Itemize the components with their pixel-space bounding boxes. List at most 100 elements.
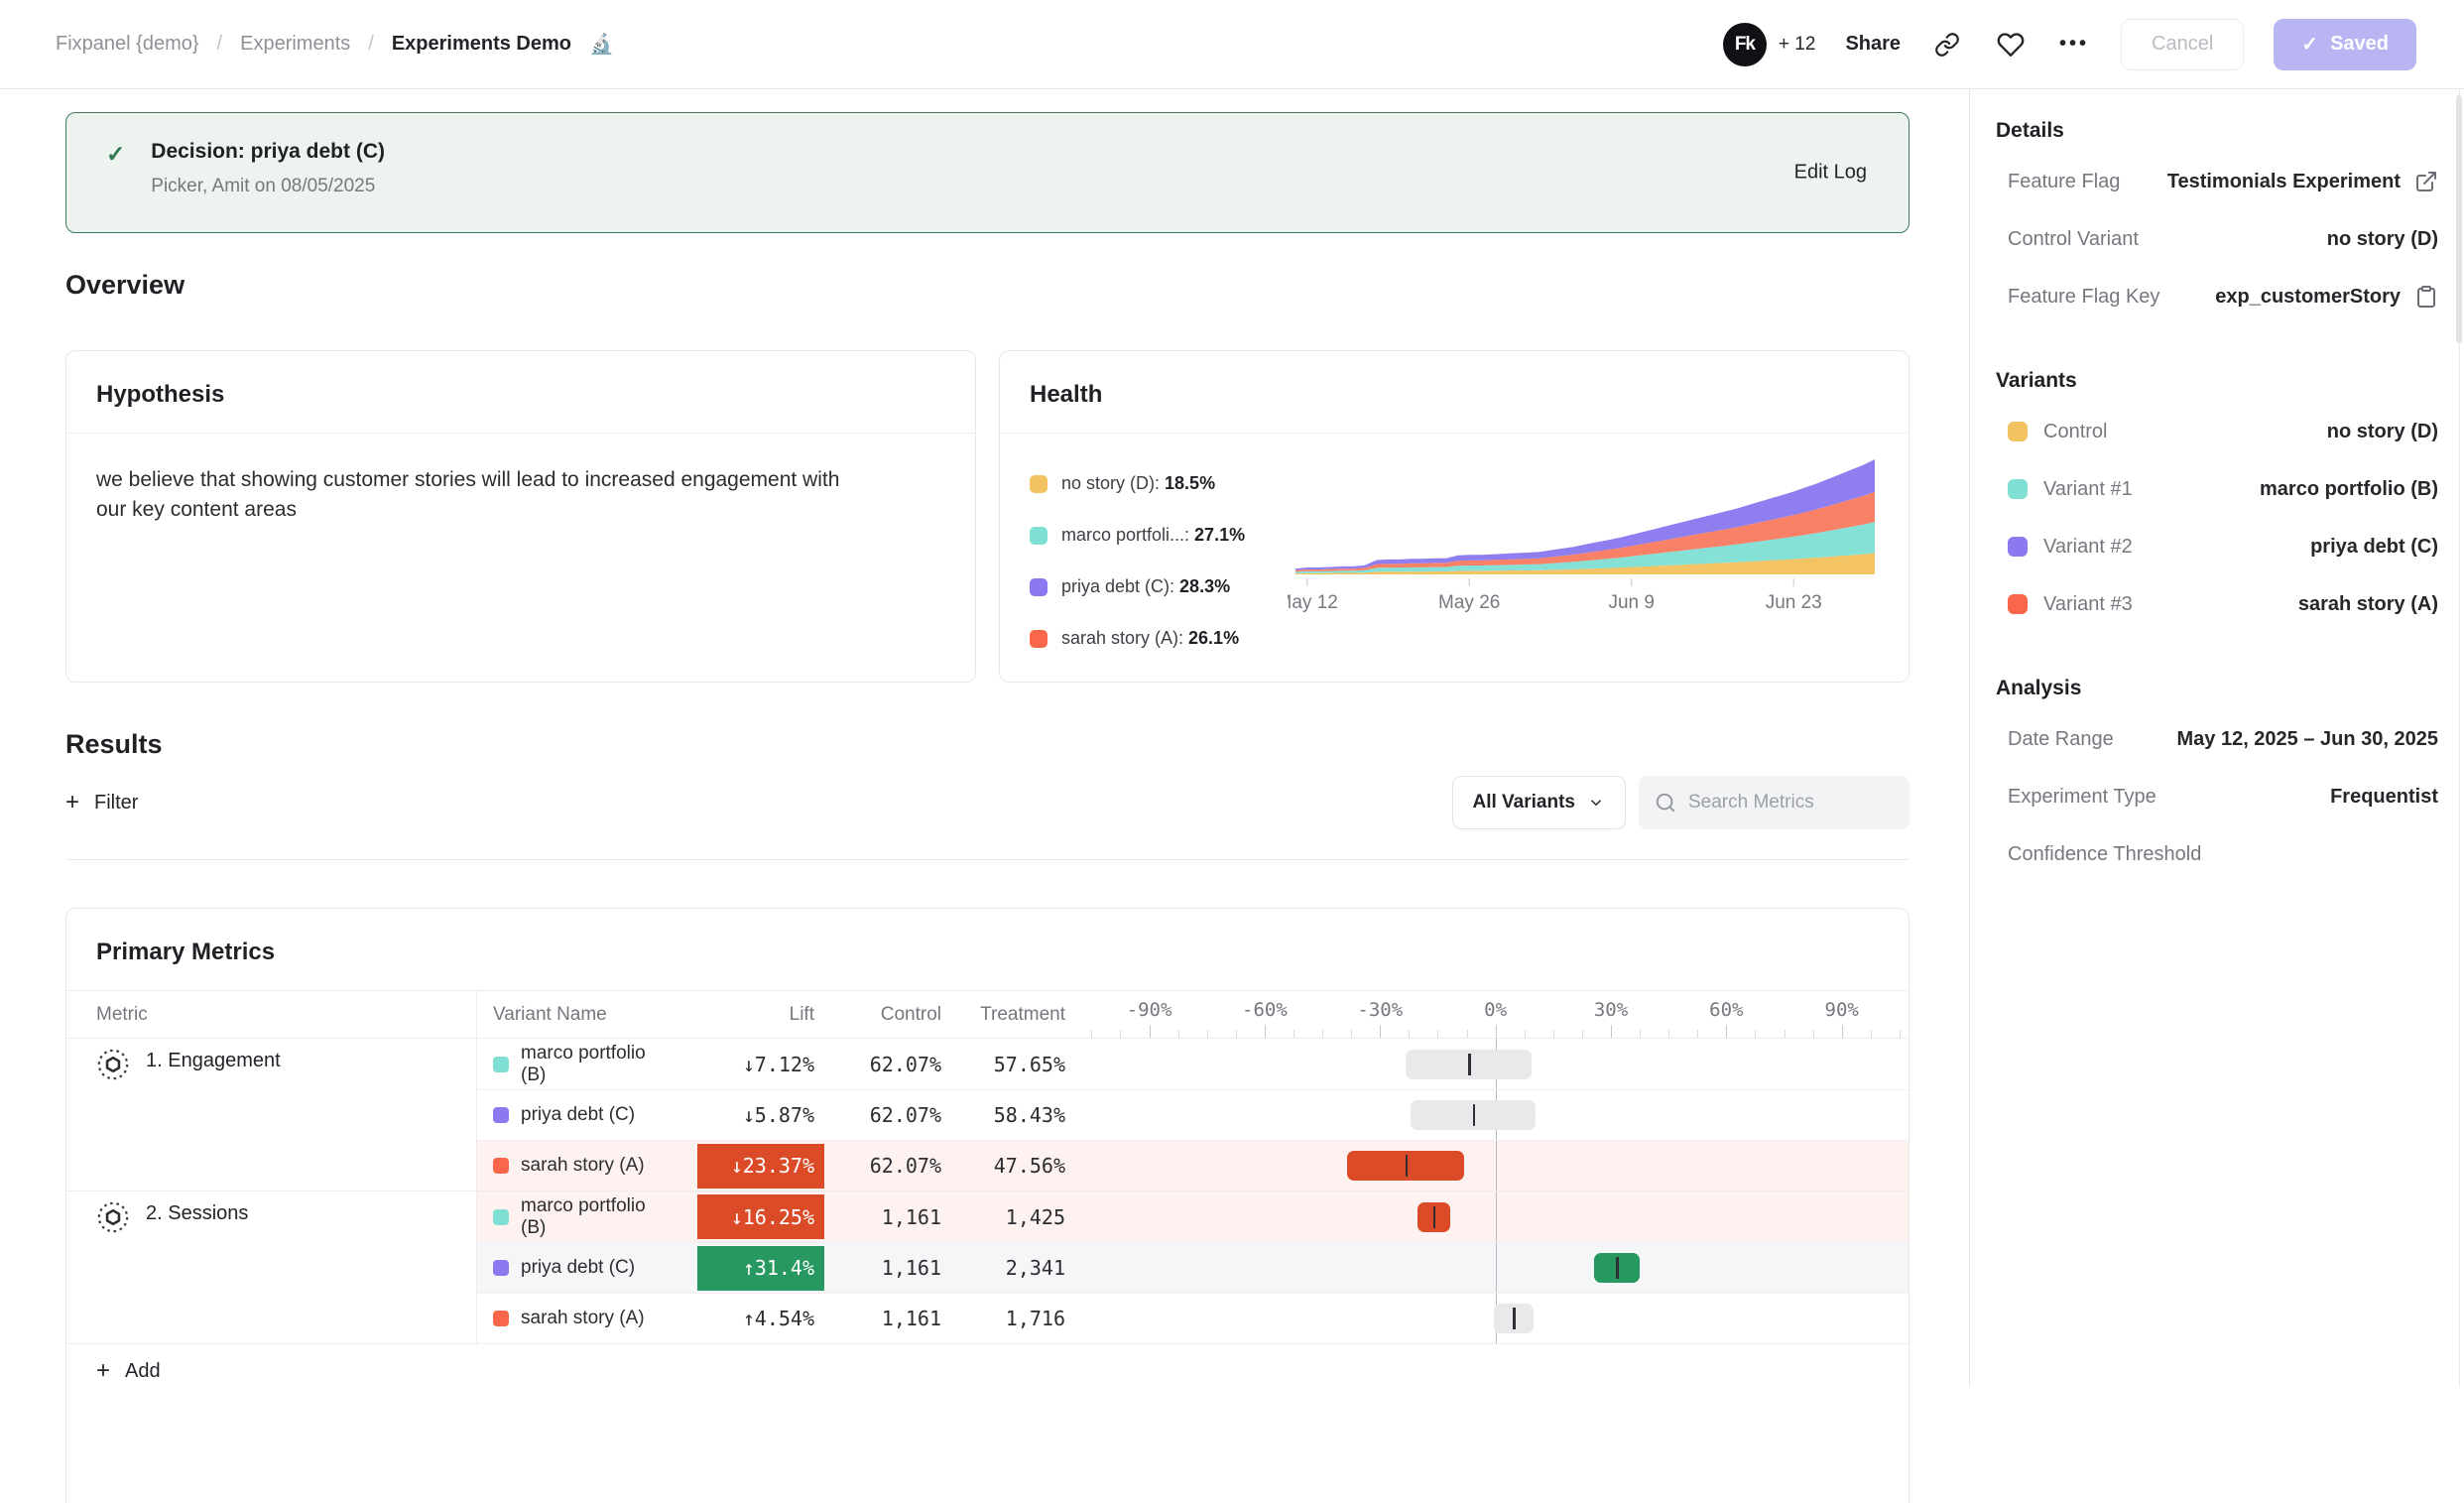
detail-value: Testimonials Experiment xyxy=(2167,170,2438,193)
axis-tick xyxy=(1495,1025,1497,1038)
axis-tick xyxy=(1524,1030,1526,1038)
health-legend-item: sarah story (A): 26.1% xyxy=(1030,628,1288,649)
treatment-value: 57.65% xyxy=(993,1052,1065,1076)
axis-tick-label: -30% xyxy=(1357,999,1404,1021)
axis-tick xyxy=(1640,1030,1642,1038)
confidence-interval-bar[interactable] xyxy=(1346,1151,1464,1181)
metric-cell[interactable]: 1. Engagement xyxy=(66,1039,477,1190)
detail-label: Control Variant xyxy=(2008,228,2139,251)
breadcrumb-separator: / xyxy=(216,33,223,55)
header-actions: Fk + 12 Share ••• Cancel ✓ Saved xyxy=(1722,18,2416,70)
axis-tick xyxy=(1264,1025,1266,1038)
add-filter-button[interactable]: + Filter xyxy=(65,789,139,815)
lift-cell: ↑4.54% xyxy=(656,1294,824,1343)
detail-label-text: Feature Flag xyxy=(2008,170,2121,192)
table-row[interactable]: marco portfolio (B) ↓16.25% 1,161 1,425 xyxy=(477,1191,1909,1242)
table-row[interactable]: priya debt (C) ↑31.4% 1,161 2,341 xyxy=(477,1242,1909,1293)
collaborators-count[interactable]: + 12 xyxy=(1778,33,1816,55)
lift-cell: ↑31.4% xyxy=(656,1243,824,1293)
add-metric-button[interactable]: + Add xyxy=(66,1343,1909,1398)
confidence-interval-cell xyxy=(1067,1191,1909,1242)
table-row[interactable]: sarah story (A) ↑4.54% 1,161 1,716 xyxy=(477,1293,1909,1343)
control-value: 62.07% xyxy=(869,1103,941,1127)
scrollbar-thumb[interactable] xyxy=(2456,95,2462,343)
metric-cell[interactable]: 2. Sessions xyxy=(66,1191,477,1343)
variant-value: no story (D) xyxy=(2327,421,2438,443)
mean-tick xyxy=(1513,1308,1516,1329)
axis-tick xyxy=(1322,1030,1324,1038)
legend-swatch xyxy=(1030,577,1047,596)
plus-icon: + xyxy=(96,1357,111,1384)
mean-tick xyxy=(1616,1257,1619,1279)
column-header-control: Control xyxy=(880,1003,941,1025)
detail-value: exp_customerStory xyxy=(2215,285,2438,309)
variant-value-text: no story (D) xyxy=(2326,420,2438,442)
cancel-button[interactable]: Cancel xyxy=(2121,18,2245,70)
microscope-icon: 🔬 xyxy=(589,34,614,56)
confidence-interval-cell xyxy=(1067,1141,1909,1190)
lift-cell: ↓23.37% xyxy=(656,1141,824,1190)
axis-tick xyxy=(1177,1030,1179,1038)
axis-tick xyxy=(1726,1025,1728,1038)
primary-metrics-title: Primary Metrics xyxy=(66,909,1909,991)
edit-log-button[interactable]: Edit Log xyxy=(1793,161,1867,184)
legend-swatch xyxy=(1030,629,1047,648)
external-link-icon[interactable] xyxy=(2414,170,2438,193)
all-variants-dropdown[interactable]: All Variants xyxy=(1451,776,1626,829)
table-row[interactable]: marco portfolio (B) ↓7.12% 62.07% 57.65% xyxy=(477,1039,1909,1089)
saved-label: Saved xyxy=(2330,33,2389,55)
more-options-button[interactable]: ••• xyxy=(2059,33,2090,55)
health-chart-svg: May 12 May 26 Jun 9 Jun 23 xyxy=(1277,459,1875,613)
breadcrumb-project[interactable]: Fixpanel {demo} xyxy=(56,33,199,55)
detail-label-text: Feature Flag Key xyxy=(2008,285,2160,308)
treatment-value: 1,425 xyxy=(1005,1204,1065,1229)
lift-axis: -90% -60% -30% 0% 30% 60% 90% xyxy=(1067,991,1909,1038)
legend-swatch xyxy=(1030,526,1047,545)
hypothesis-body[interactable]: we believe that showing customer stories… xyxy=(96,468,840,522)
lift-cell: ↓7.12% xyxy=(656,1039,824,1089)
metric-target-icon xyxy=(97,1049,129,1080)
search-metrics-input[interactable] xyxy=(1688,792,1894,814)
axis-tick xyxy=(1235,1030,1237,1038)
chevron-down-icon xyxy=(1590,800,1602,807)
variant-row: Variant #1 marco portfolio (B) xyxy=(1996,460,2438,518)
variant-value: priya debt (C) xyxy=(2310,536,2438,559)
analysis-label: Date Range xyxy=(2008,728,2114,751)
analysis-label-text: Experiment Type xyxy=(2008,785,2156,808)
scrollbar-track[interactable] xyxy=(2459,0,2460,1387)
confidence-interval-bar[interactable] xyxy=(1410,1100,1536,1130)
analysis-label-text: Confidence Threshold xyxy=(2008,842,2202,865)
avatar[interactable]: Fk xyxy=(1722,22,1767,66)
analysis-row: Experiment Type Frequentist xyxy=(1996,768,2438,825)
variants-title: Variants xyxy=(1996,369,2077,392)
legend-swatch xyxy=(1030,474,1047,493)
table-row[interactable]: sarah story (A) ↓23.37% 62.07% 47.56% xyxy=(477,1140,1909,1190)
confidence-interval-cell xyxy=(1067,1039,1909,1089)
table-row[interactable]: priya debt (C) ↓5.87% 62.07% 58.43% xyxy=(477,1089,1909,1140)
lift-cell: ↓5.87% xyxy=(656,1090,824,1140)
health-body: no story (D): 18.5% marco portfoli...: 27… xyxy=(1000,434,1909,649)
results-heading: Results xyxy=(65,729,163,759)
breadcrumb-experiments[interactable]: Experiments xyxy=(240,33,351,55)
favorite-heart-icon[interactable] xyxy=(1994,28,2028,62)
copy-link-icon[interactable] xyxy=(1930,28,1964,62)
metric-label: 2. Sessions xyxy=(146,1202,249,1224)
saved-button[interactable]: ✓ Saved xyxy=(2274,18,2416,70)
axis-tick xyxy=(1552,1030,1554,1038)
overview-cards: Hypothesis we believe that showing custo… xyxy=(65,350,1910,683)
variant-row: Control no story (D) xyxy=(1996,403,2438,460)
variant-value: sarah story (A) xyxy=(2298,593,2438,616)
metric-label: 1. Engagement xyxy=(146,1050,281,1071)
variant-color-swatch xyxy=(2008,594,2028,614)
mean-tick xyxy=(1468,1053,1471,1075)
variant-value-text: priya debt (C) xyxy=(2310,535,2438,558)
variant-swatch xyxy=(493,1158,509,1174)
variant-row: Variant #3 sarah story (A) xyxy=(1996,575,2438,633)
share-button[interactable]: Share xyxy=(1845,33,1902,55)
top-header: Fixpanel {demo} / Experiments / Experime… xyxy=(0,0,2464,89)
analysis-value-text: Frequentist xyxy=(2330,785,2438,808)
variant-cell: priya debt (C) xyxy=(477,1104,656,1126)
clipboard-icon[interactable] xyxy=(2414,285,2438,309)
column-header-metric: Metric xyxy=(66,991,477,1038)
decision-banner: ✓ Decision: priya debt (C) Picker, Amit … xyxy=(65,112,1910,233)
